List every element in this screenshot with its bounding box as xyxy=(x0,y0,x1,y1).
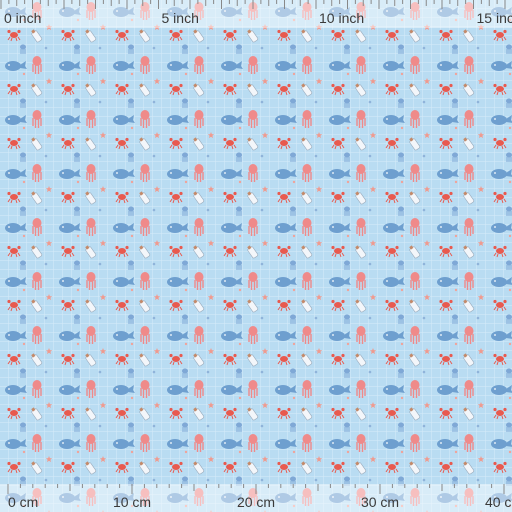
ruler-label: 10 inch xyxy=(319,10,364,26)
ruler-label: 30 cm xyxy=(361,494,399,510)
ruler-label: 0 cm xyxy=(8,494,38,510)
bottom-ruler: 0 cm 10 cm 20 cm 30 cm 40 cm xyxy=(0,484,512,512)
ruler-label: 40 cm xyxy=(485,494,512,510)
ruler-label: 5 inch xyxy=(162,10,199,26)
ruler-label: 15 inch xyxy=(477,10,512,26)
ruler-label: 10 cm xyxy=(113,494,151,510)
ruler-band xyxy=(0,0,512,28)
top-ruler: 0 inch 5 inch 10 inch 15 inch xyxy=(0,0,512,28)
ruler-label: 20 cm xyxy=(237,494,275,510)
ruler-label: 0 inch xyxy=(4,10,41,26)
